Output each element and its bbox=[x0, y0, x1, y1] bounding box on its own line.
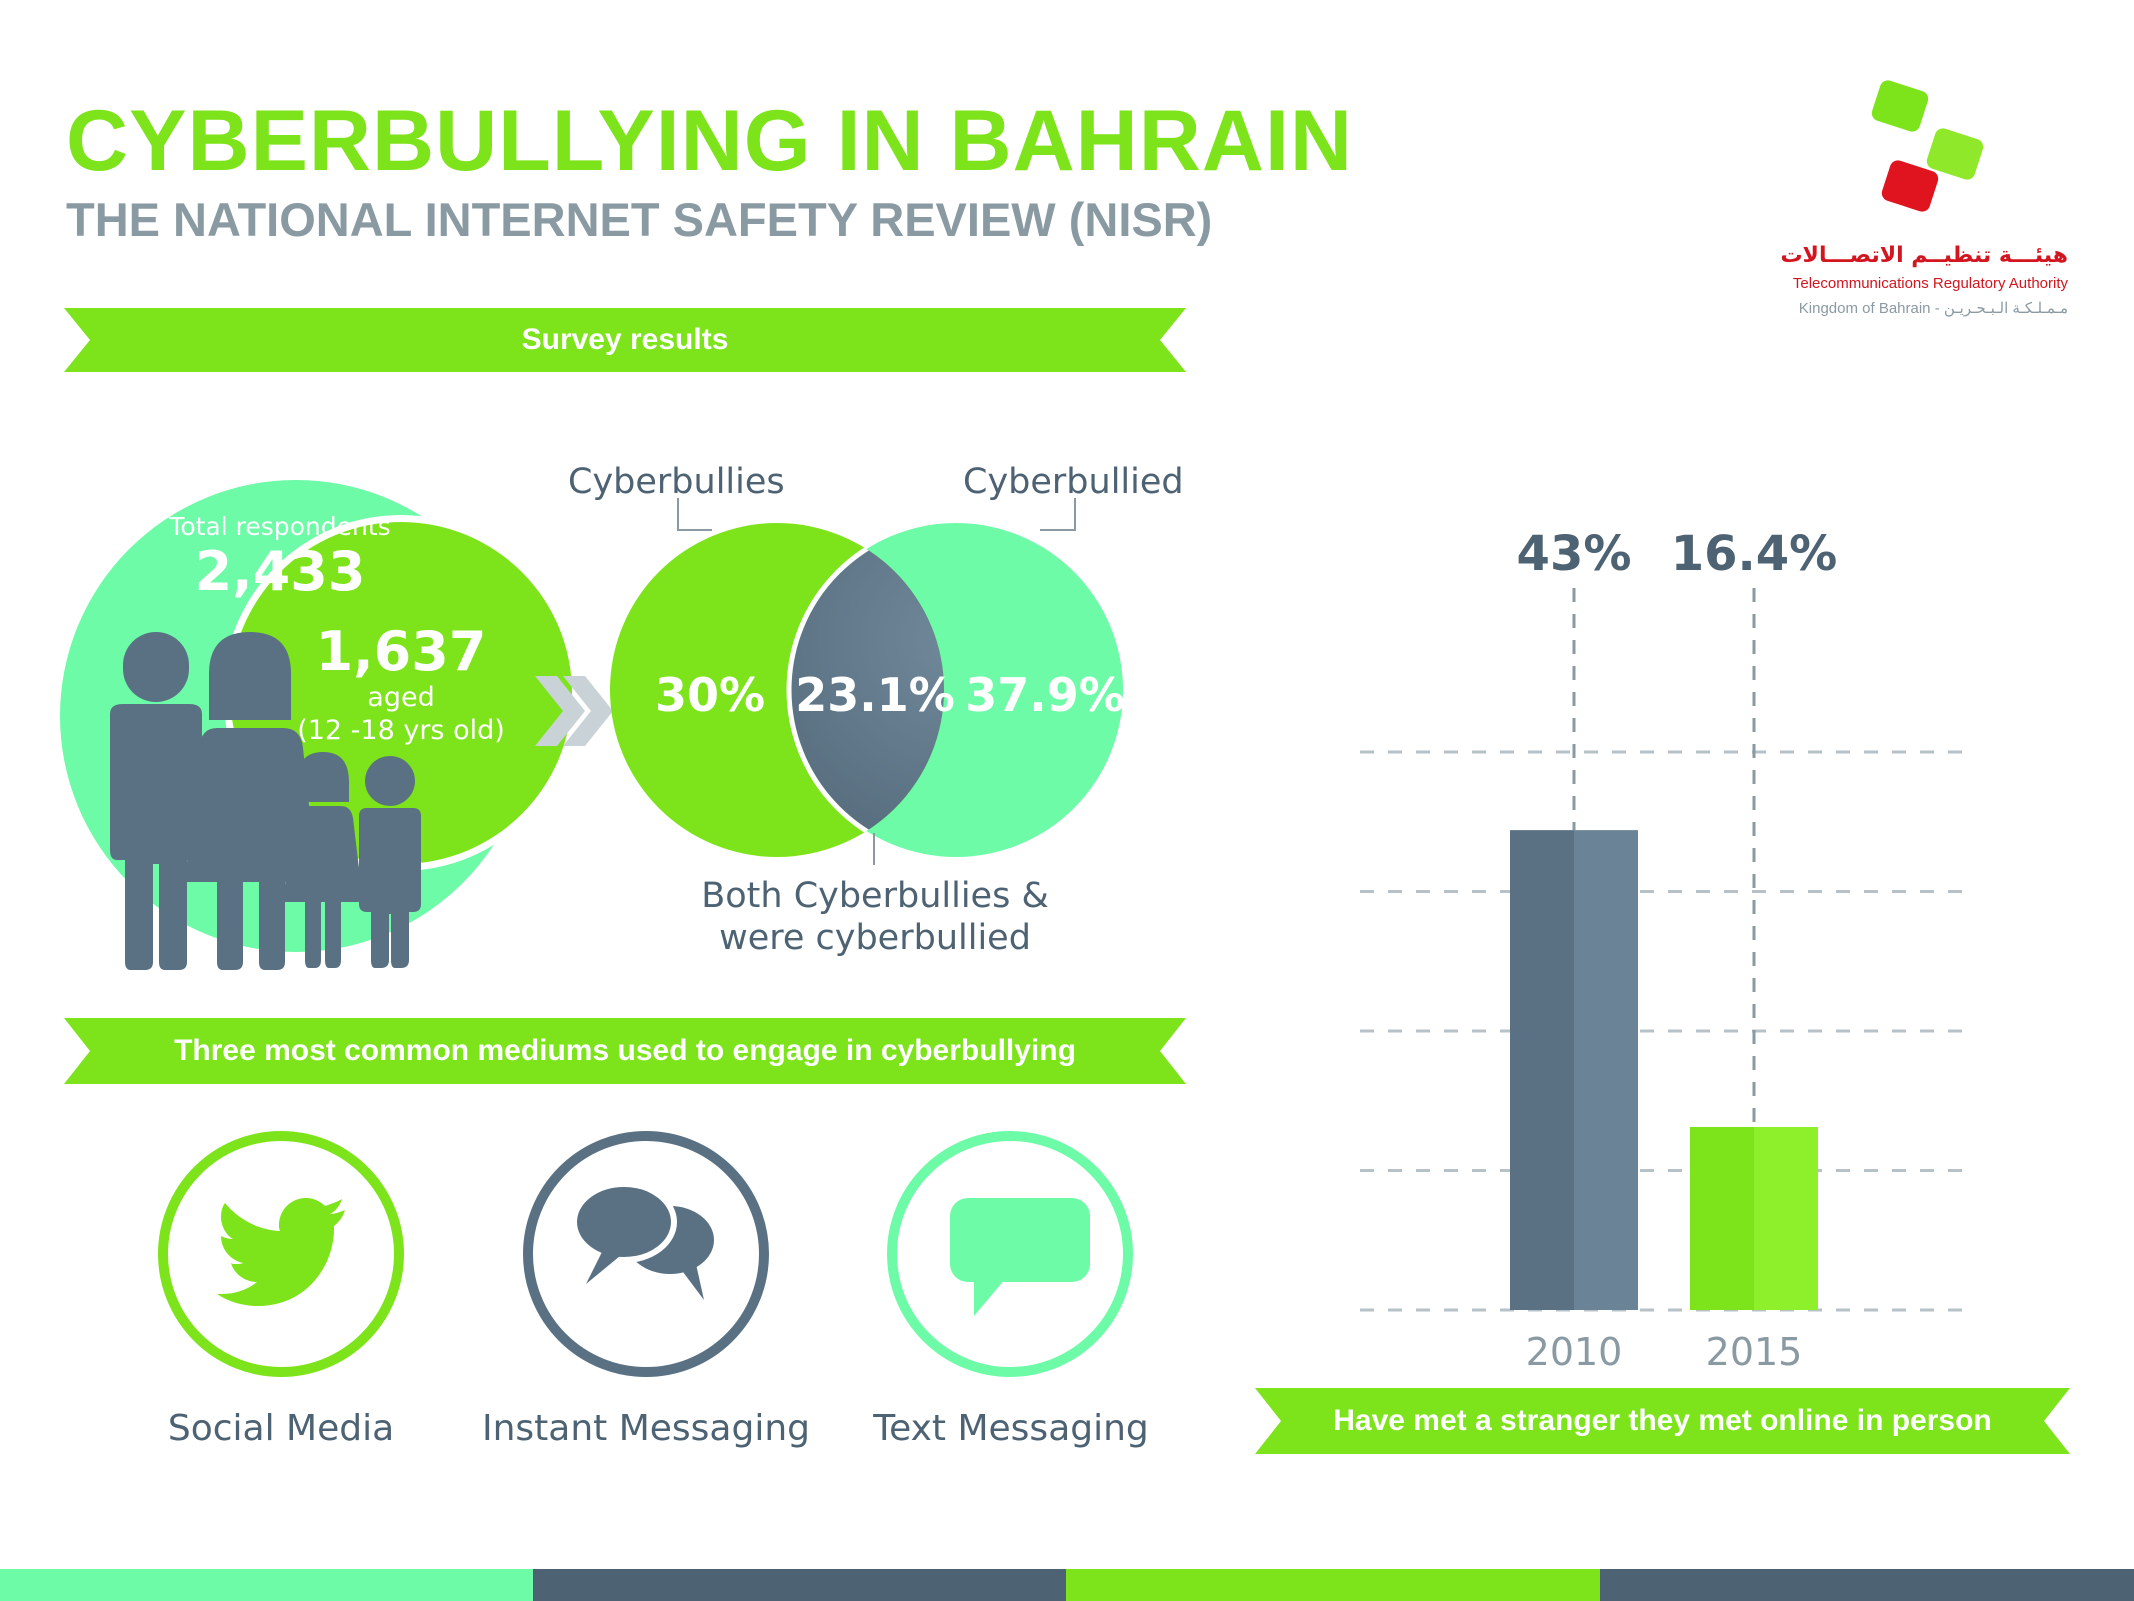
logo-mark-icon bbox=[1871, 80, 1984, 212]
survey-results-banner: Survey results bbox=[64, 308, 1186, 372]
overlap-lens bbox=[786, 523, 944, 857]
footer-segment-slate-2 bbox=[1600, 1569, 2134, 1601]
both-label-line1: Both Cyberbullies & bbox=[701, 876, 1049, 916]
bar-2015 bbox=[1690, 1126, 1754, 1310]
stranger-banner: Have met a stranger they met online in p… bbox=[1255, 1388, 2070, 1454]
logo-english-name: Telecommunications Regulatory Authority bbox=[1792, 275, 2068, 292]
instant-messaging-label: Instant Messaging bbox=[481, 1408, 811, 1449]
cyberbullied-percent: 37.9% bbox=[965, 668, 1125, 722]
twitter-bird-icon bbox=[217, 1198, 345, 1306]
aged-respondents-value: 1,637 bbox=[315, 620, 487, 683]
total-respondents-value: 2,433 bbox=[194, 540, 366, 603]
tra-logo: هيئـــة تنظيــم الاتصـــالات Telecommuni… bbox=[1780, 80, 2090, 325]
survey-results-heading: Survey results bbox=[521, 323, 729, 356]
cyberbullies-percent: 30% bbox=[654, 668, 766, 722]
aged-label: aged bbox=[367, 682, 435, 713]
social-media-label: Social Media bbox=[167, 1408, 395, 1449]
social-media-medium bbox=[155, 1128, 407, 1380]
bar-2010 bbox=[1510, 830, 1574, 1310]
both-label-line2: were cyberbullied bbox=[719, 918, 1031, 958]
bar-category-label: 2015 bbox=[1706, 1330, 1803, 1374]
instant-messaging-medium bbox=[520, 1128, 772, 1380]
logo-arabic-name: هيئـــة تنظيــم الاتصـــالات bbox=[1780, 243, 2068, 268]
text-messaging-medium bbox=[884, 1128, 1136, 1380]
both-percent: 23.1% bbox=[795, 668, 955, 722]
chevron-arrows-icon bbox=[535, 676, 613, 746]
bar-2015-highlight bbox=[1754, 1126, 1818, 1310]
bar-category-label: 2010 bbox=[1526, 1330, 1623, 1374]
page-subtitle: THE NATIONAL INTERNET SAFETY REVIEW (NIS… bbox=[66, 193, 1213, 246]
bar-value-label: 43% bbox=[1517, 526, 1632, 582]
footer-segment-mint bbox=[0, 1569, 533, 1601]
stranger-heading: Have met a stranger they met online in p… bbox=[1333, 1404, 1992, 1437]
footer-segment-slate bbox=[533, 1569, 1066, 1601]
venn-connectors bbox=[677, 498, 1076, 865]
cyberbullies-label: Cyberbullies bbox=[568, 462, 785, 502]
bar-2010-highlight bbox=[1574, 830, 1638, 1310]
mediums-heading: Three most common mediums used to engage… bbox=[174, 1034, 1076, 1067]
family-icon bbox=[110, 632, 421, 970]
speech-bubble-icon bbox=[950, 1198, 1090, 1316]
logo-location: Kingdom of Bahrain - مـمـلـكـة الـبـحـري… bbox=[1798, 300, 2068, 317]
chat-bubbles-icon bbox=[571, 1181, 714, 1300]
venn-diagram bbox=[610, 523, 1123, 857]
aged-range: (12 -18 yrs old) bbox=[297, 715, 505, 746]
total-respondents-label: Total respondents bbox=[169, 512, 391, 541]
footer-segment-green bbox=[1066, 1569, 1600, 1601]
page-title: CYBERBULLYING IN BAHRAIN bbox=[66, 93, 1353, 189]
stranger-bar-chart: 43% 2010 16.4% 2015 bbox=[1360, 526, 1965, 1374]
bar-value-label: 16.4% bbox=[1671, 526, 1838, 582]
cyberbullied-label: Cyberbullied bbox=[963, 462, 1184, 502]
text-messaging-label: Text Messaging bbox=[873, 1408, 1149, 1449]
mediums-banner: Three most common mediums used to engage… bbox=[64, 1018, 1186, 1084]
